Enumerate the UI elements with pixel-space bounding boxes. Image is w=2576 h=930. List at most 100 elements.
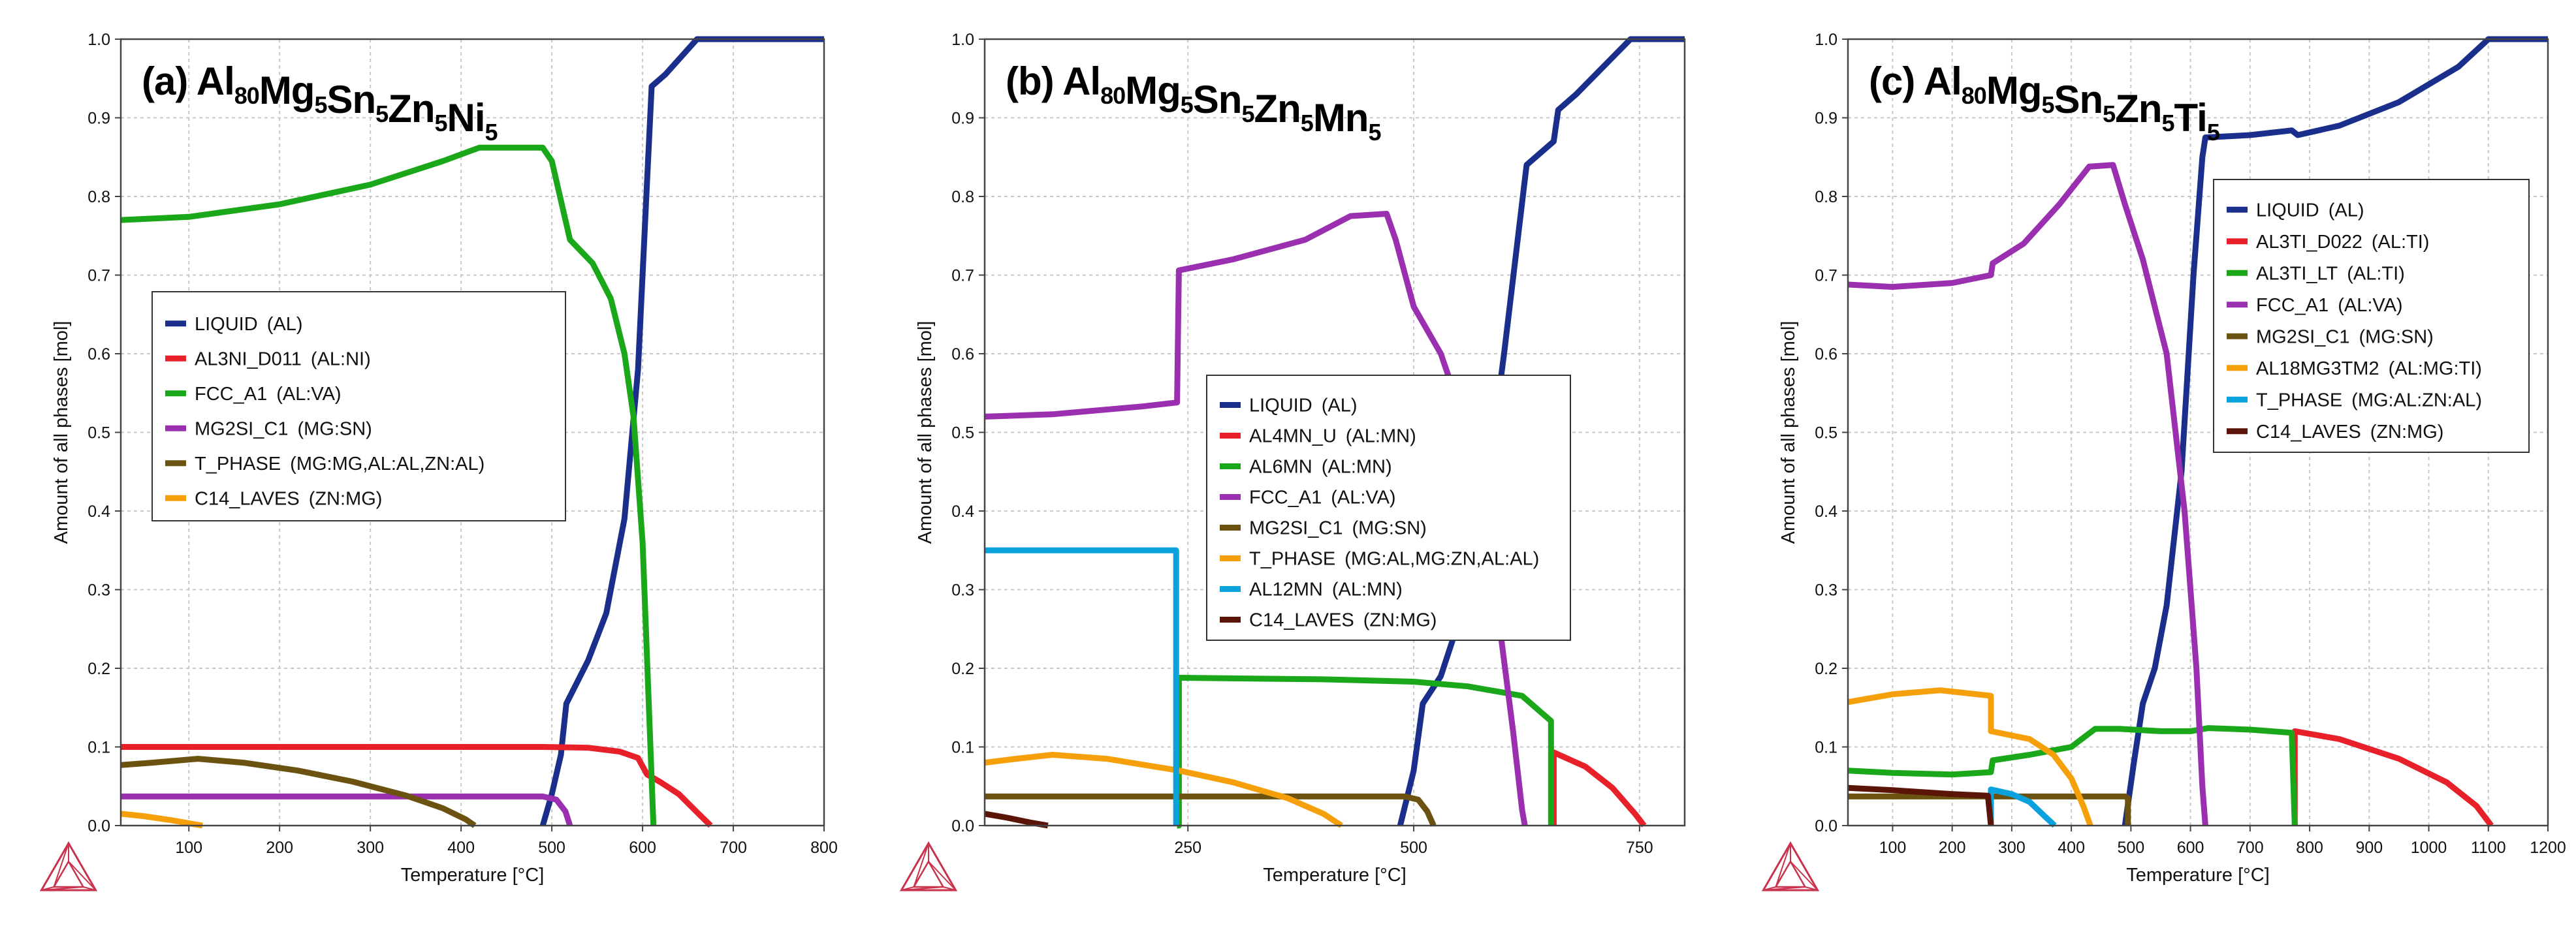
legend-entry: C14_LAVES (ZN:MG): [1220, 610, 1437, 631]
legend-constituents: (AL:MN): [1332, 580, 1403, 600]
legend-entry: AL12MN (AL:MN): [1220, 580, 1403, 600]
title-subscript: 80: [1962, 82, 1986, 109]
x-tick-label: 800: [2296, 839, 2323, 857]
logo-facet-line: [1763, 886, 1805, 891]
legend-constituents: (AL:VA): [1331, 488, 1395, 508]
x-tick-label: 300: [357, 839, 384, 857]
series-group: [120, 36, 824, 829]
logo-facet-line: [913, 843, 929, 888]
legend-phase-name: MG2SI_C1: [195, 418, 288, 439]
y-tick-label: 0.3: [87, 581, 110, 600]
legend-phase-name: FCC_A1: [1249, 488, 1322, 508]
legend-label: FCC_A1 (AL:VA): [1249, 488, 1396, 508]
legend-phase-name: AL18MG3TM2: [2256, 358, 2379, 379]
legend-constituents: (AL:VA): [276, 384, 341, 405]
title-element: Ti: [2174, 96, 2207, 140]
legend-phase-name: T_PHASE: [1249, 549, 1335, 570]
logo-facet-line: [928, 861, 957, 891]
legend-label: C14_LAVES (ZN:MG): [2256, 422, 2443, 442]
title-subscript: 80: [1100, 82, 1125, 109]
legend-constituents: (ZN:MG): [2370, 422, 2444, 442]
logo-outer-triangle: [1761, 841, 1820, 891]
x-tick-label: 800: [810, 839, 838, 857]
y-tick-label: 0.0: [87, 817, 110, 835]
title-element: Sn: [327, 78, 376, 121]
legend-label: FCC_A1 (AL:VA): [195, 384, 342, 405]
legend-entry: AL18MG3TM2 (AL:MG:TI): [2227, 358, 2482, 379]
series-line-al3ni-d011: [121, 744, 713, 828]
chart-panel-b: 0.0 0.1 0.2 0.3 0.4 0.5 0.6 0.7 0.8 0.9 1.0 250 500 7…: [915, 31, 1686, 886]
y-tick-label: 0.8: [87, 188, 110, 206]
logo-outer-triangle: [899, 841, 958, 891]
series-line-liquid: [1397, 36, 1685, 827]
logo-facet-line: [83, 886, 96, 891]
legend-constituents: (AL): [2329, 200, 2364, 221]
legend-constituents: (ZN:MG): [309, 488, 383, 509]
y-tick-label: 0.5: [87, 424, 110, 442]
legend-label: AL18MG3TM2 (AL:MG:TI): [2256, 358, 2482, 379]
legend-phase-name: MG2SI_C1: [2256, 326, 2349, 347]
chart-panel-a: 0.0 0.1 0.2 0.3 0.4 0.5 0.6 0.7 0.8 0.9 1.0 100 200 3…: [51, 31, 838, 886]
y-tick-label: 0.1: [951, 739, 974, 757]
title-element: Ni: [447, 96, 485, 140]
y-tick-label: 0.0: [1815, 817, 1837, 835]
legend-entry: FCC_A1 (AL:VA): [165, 384, 342, 405]
x-axis-label: Temperature [°C]: [2126, 865, 2270, 886]
legend-label: T_PHASE (MG:AL:ZN:AL): [2256, 390, 2482, 411]
legend-phase-name: LIQUID: [1249, 395, 1312, 416]
series-line-liquid: [2122, 36, 2548, 826]
y-tick-label: 1.0: [87, 31, 110, 49]
y-tick-label: 0.9: [1815, 110, 1837, 128]
legend-phase-name: LIQUID: [2256, 200, 2319, 221]
x-tick-label: 100: [1879, 839, 1907, 857]
legend-phase-name: AL3NI_D011: [195, 349, 302, 369]
legend-constituents: (MG:SN): [297, 418, 372, 439]
panel-title: (b) Al80Mg5Sn5Zn5Mn5: [1006, 59, 1381, 146]
logo-facet-line: [1775, 843, 1791, 888]
legend-phase-name: AL3TI_D022: [2256, 232, 2362, 253]
series-line-mg2si-c1: [985, 793, 1437, 827]
title-subscript: 5: [2162, 110, 2175, 136]
legend-label: LIQUID (AL): [195, 314, 302, 335]
title-element: Al: [1062, 59, 1100, 103]
x-tick-label: 100: [175, 839, 202, 857]
title-element: Al: [197, 59, 234, 103]
title-element: Al: [1924, 59, 1962, 103]
panel-title: (a) Al80Mg5Sn5Zn5Ni5: [142, 59, 498, 146]
legend-constituents: (AL): [1322, 395, 1358, 416]
legend-phase-name: T_PHASE: [2256, 390, 2342, 411]
title-subscript: 5: [375, 101, 389, 127]
legend-constituents: (MG:SN): [2359, 326, 2433, 347]
y-tick-label: 0.6: [87, 345, 110, 364]
legend-phase-name: AL12MN: [1249, 580, 1323, 600]
legend-entry: FCC_A1 (AL:VA): [1220, 488, 1396, 508]
legend-phase-name: FCC_A1: [2256, 295, 2329, 316]
series-line-t-phase: [120, 756, 477, 828]
legend-constituents: (AL:VA): [2338, 295, 2402, 316]
panel-title-prefix: (c): [1869, 59, 1924, 103]
y-tick-label: 0.8: [951, 188, 974, 206]
title-subscript: 5: [485, 119, 498, 146]
y-tick-label: 0.2: [951, 660, 974, 678]
y-tick-label: 0.1: [87, 739, 110, 757]
legend-entry: T_PHASE (MG:MG,AL:AL,ZN:AL): [165, 454, 485, 474]
title-element: Sn: [1193, 78, 1242, 121]
y-tick-label: 0.4: [87, 503, 110, 521]
legend-constituents: (AL): [267, 314, 303, 335]
logo-facet-line: [41, 886, 84, 891]
series-line-c14-laves: [120, 811, 203, 829]
logo-facet-line: [53, 843, 69, 888]
series-line-fcc-a1: [120, 144, 657, 826]
series-line-al3ti-lt: [1847, 725, 2298, 826]
y-tick-label: 0.5: [1815, 424, 1837, 442]
legend-phase-name: FCC_A1: [195, 384, 267, 405]
y-tick-label: 0.4: [951, 503, 974, 521]
series-line-al12mn: [985, 547, 1179, 826]
series-group: [984, 36, 1685, 829]
x-tick-label: 300: [1998, 839, 2026, 857]
x-tick-label: 200: [1939, 839, 1966, 857]
panel-title: (c) Al80Mg5Sn5Zn5Ti5: [1869, 59, 2220, 146]
legend-entry: C14_LAVES (ZN:MG): [165, 488, 382, 509]
x-tick-label: 250: [1174, 839, 1201, 857]
legend-constituents: (MG:AL:ZN:AL): [2351, 390, 2482, 411]
